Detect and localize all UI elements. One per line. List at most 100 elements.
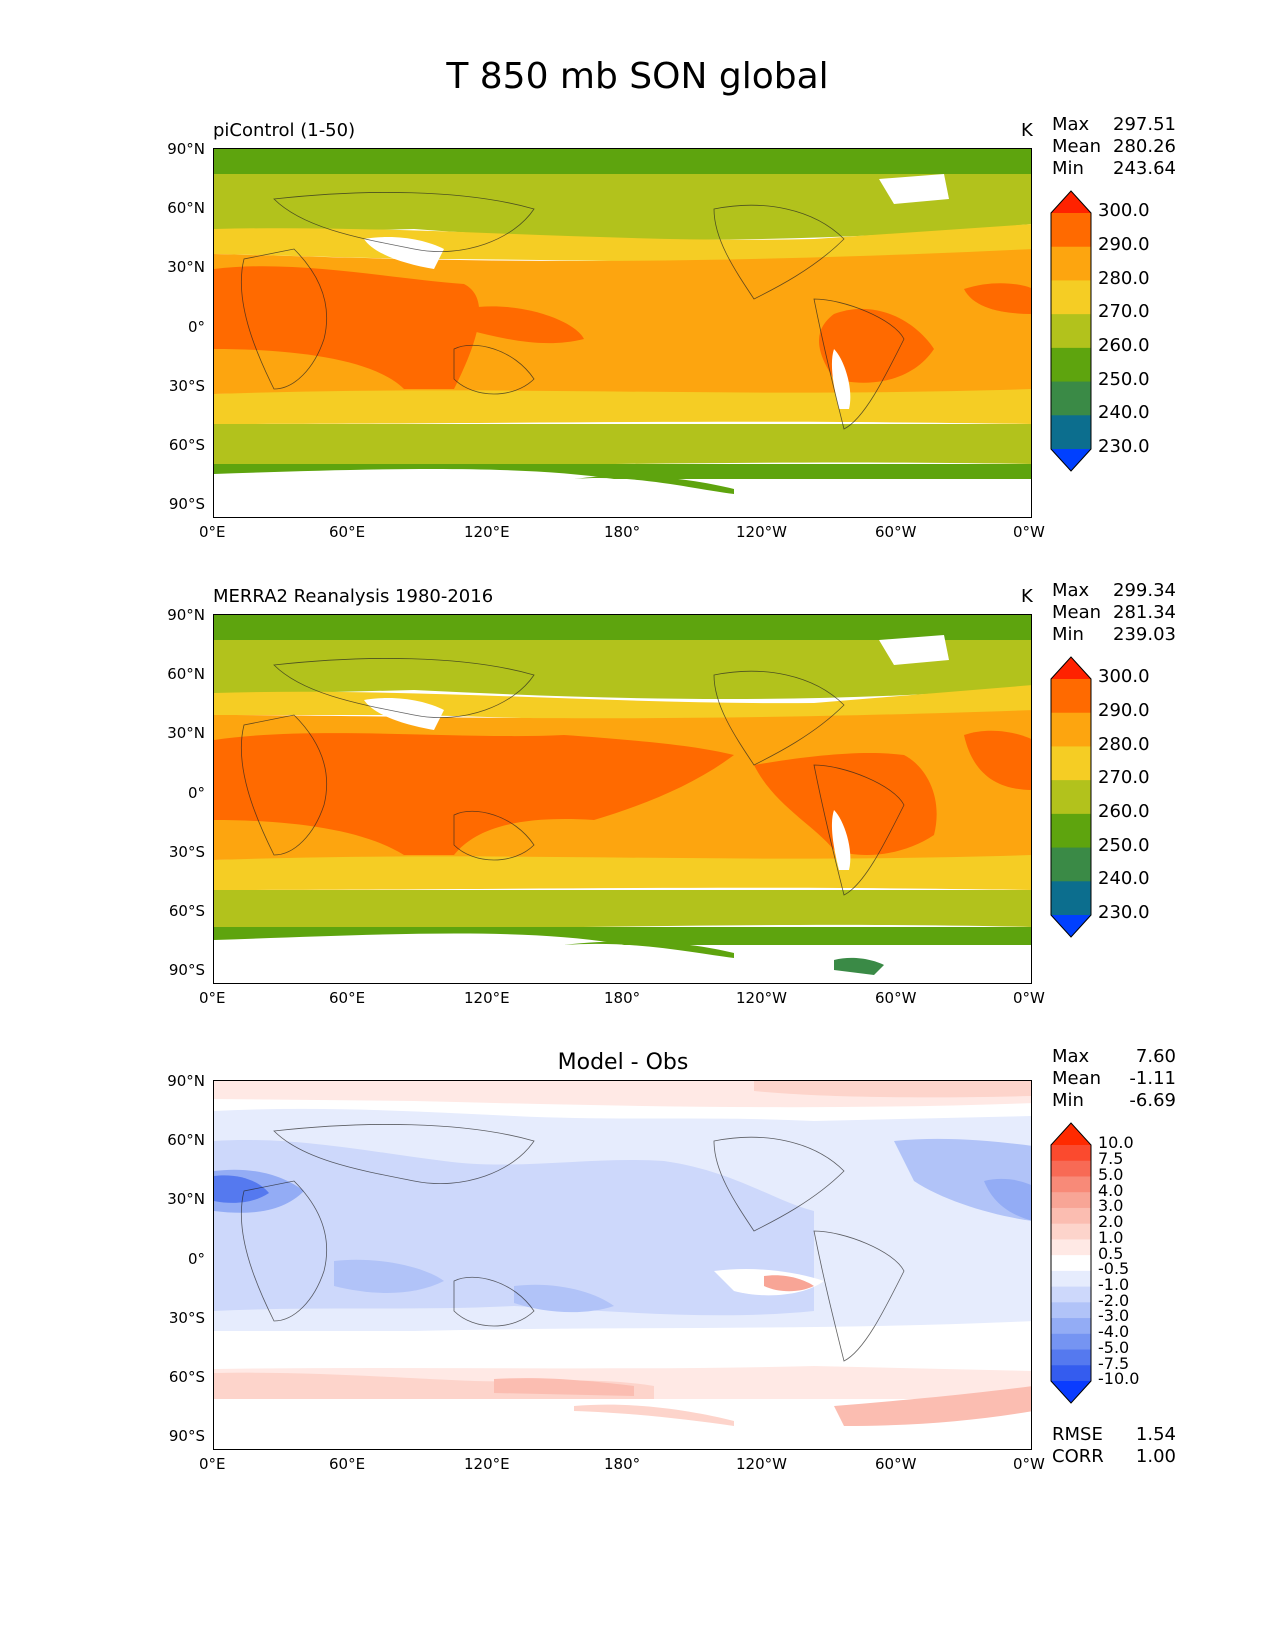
colorbar-outline — [1050, 1122, 1092, 1404]
xtick: 60°W — [875, 989, 917, 1007]
colorbar-svg — [1050, 190, 1092, 472]
stats-block: Max 299.34 Mean 281.34 Min 239.03 — [1052, 580, 1176, 646]
ytick: 90°S — [168, 1427, 205, 1445]
colorbar-tick-label: 240.0 — [1098, 868, 1150, 890]
rmse-label: RMSE — [1052, 1424, 1103, 1445]
colorbar-svg — [1050, 1122, 1092, 1404]
xtick: 0°E — [199, 523, 226, 541]
xtick: 120°E — [464, 989, 510, 1007]
ytick: 60°S — [168, 1368, 205, 1386]
ytick: 90°S — [168, 961, 205, 979]
rmse-value: 1.54 — [1135, 1424, 1176, 1445]
ytick: 30°N — [167, 1190, 205, 1208]
colorbar: 300.0 290.0 280.0 270.0 260.0 250.0 240.0 230.0 — [1050, 656, 1150, 942]
stat-min: 243.64 — [1113, 158, 1176, 179]
stat-min-label: Min — [1052, 624, 1084, 645]
colorbar-tick-label: 10.0 — [1098, 1133, 1134, 1153]
colorbar-tick-label: 300.0 — [1098, 200, 1150, 222]
colorbar-tick-label: 230.0 — [1098, 902, 1150, 924]
colorbar-tick-label: 290.0 — [1098, 699, 1150, 721]
colorbar-tick-label: -7.5 — [1098, 1353, 1130, 1373]
colorbar-segment — [1051, 1302, 1091, 1319]
ytick: 0° — [187, 318, 205, 336]
colorbar-segment — [1051, 679, 1091, 714]
stat-mean: 281.34 — [1113, 602, 1176, 623]
colorbar-tick-label: 5.0 — [1098, 1164, 1124, 1184]
ytick: 90°S — [168, 495, 205, 513]
ytick: 60°N — [167, 199, 205, 217]
ytick: 90°N — [167, 606, 205, 624]
colorbar-tick-label: -3.0 — [1098, 1306, 1130, 1326]
colorbar-tick-label: -5.0 — [1098, 1337, 1130, 1357]
colorbar-segment — [1051, 881, 1091, 916]
colorbar-segment — [1051, 415, 1091, 450]
stat-mean: -1.11 — [1129, 1068, 1176, 1089]
ytick: 30°S — [168, 1309, 205, 1327]
colorbar-segment — [1051, 1286, 1091, 1303]
ytick: 30°S — [168, 843, 205, 861]
xtick: 180° — [604, 1455, 641, 1473]
corr-value: 1.00 — [1135, 1446, 1176, 1467]
xtick: 120°W — [736, 989, 787, 1007]
ytick: 0° — [187, 784, 205, 802]
colorbar-segment — [1051, 1145, 1091, 1162]
map-plot — [213, 614, 1032, 984]
colorbar-tick-label: -4.0 — [1098, 1322, 1130, 1342]
ytick: 60°N — [167, 665, 205, 683]
colorbar-segment — [1051, 213, 1091, 248]
stat-mean-label: Mean — [1052, 602, 1102, 623]
colorbar-tick-label: 290.0 — [1098, 233, 1150, 255]
colorbar-tick-label: -10.0 — [1098, 1369, 1140, 1389]
colorbar-segment — [1051, 347, 1091, 383]
ytick: 90°N — [167, 140, 205, 158]
colorbar-segment — [1051, 280, 1091, 315]
ytick: 30°S — [168, 377, 205, 395]
colorbar-segment — [1051, 314, 1091, 349]
colorbar-segment — [1051, 712, 1091, 747]
panel-title: Model - Obs — [557, 1050, 689, 1075]
xtick: 0°E — [199, 989, 226, 1007]
colorbar-tick-label: -2.0 — [1098, 1290, 1130, 1310]
colorbar-segment — [1051, 746, 1091, 781]
stat-min: 239.03 — [1113, 624, 1176, 645]
colorbar-tick-label: 1.0 — [1098, 1227, 1124, 1247]
xtick: 180° — [604, 989, 641, 1007]
colorbar-tick-label: 260.0 — [1098, 335, 1150, 357]
colorbar-segment — [1051, 780, 1091, 815]
stat-mean-label: Mean — [1052, 136, 1102, 157]
colorbar: 300.0 290.0 280.0 270.0 260.0 250.0 240.0 230.0 — [1050, 190, 1150, 476]
colorbar-segment — [1051, 847, 1091, 882]
stat-max: 7.60 — [1135, 1046, 1176, 1067]
colorbar-tick-label: 260.0 — [1098, 801, 1150, 823]
xtick: 180° — [604, 523, 641, 541]
xtick: 0°W — [1013, 523, 1045, 541]
stat-max: 297.51 — [1113, 114, 1176, 135]
xtick: 60°W — [875, 523, 917, 541]
xtick: 120°E — [464, 1455, 510, 1473]
colorbar-segment — [1051, 1270, 1091, 1288]
corr-label: CORR — [1052, 1446, 1104, 1467]
xtick: 60°W — [875, 1455, 917, 1473]
colorbar-svg — [1050, 656, 1092, 938]
colorbar: 10.0 7.5 5.0 4.0 3.0 2.0 1.0 0.5 -0.5 -1.0 -2.0 -3.… — [1050, 1122, 1139, 1408]
colorbar-segment — [1051, 1160, 1091, 1177]
ytick: 30°N — [167, 724, 205, 742]
units-label: K — [1021, 120, 1033, 141]
ytick: 60°S — [168, 436, 205, 454]
colorbar-segment — [1051, 1239, 1091, 1256]
colorbar-extend-top — [1051, 191, 1091, 213]
xtick: 60°E — [329, 1455, 366, 1473]
xtick: 0°W — [1013, 989, 1045, 1007]
colorbar-tick-label: 3.0 — [1098, 1196, 1124, 1216]
stats-block: Max 297.51 Mean 280.26 Min 243.64 — [1052, 114, 1176, 180]
figure-title: T 850 mb SON global — [446, 56, 829, 97]
colorbar-tick-label: 270.0 — [1098, 767, 1150, 789]
xtick: 120°E — [464, 523, 510, 541]
colorbar-tick-label: 4.0 — [1098, 1180, 1124, 1200]
ytick: 90°N — [167, 1072, 205, 1090]
stat-max-label: Max — [1052, 114, 1090, 135]
xtick: 60°E — [329, 989, 366, 1007]
colorbar-segment — [1051, 1255, 1091, 1272]
colorbar-extend-top — [1051, 1123, 1091, 1145]
colorbar-tick-label: 280.0 — [1098, 267, 1150, 289]
